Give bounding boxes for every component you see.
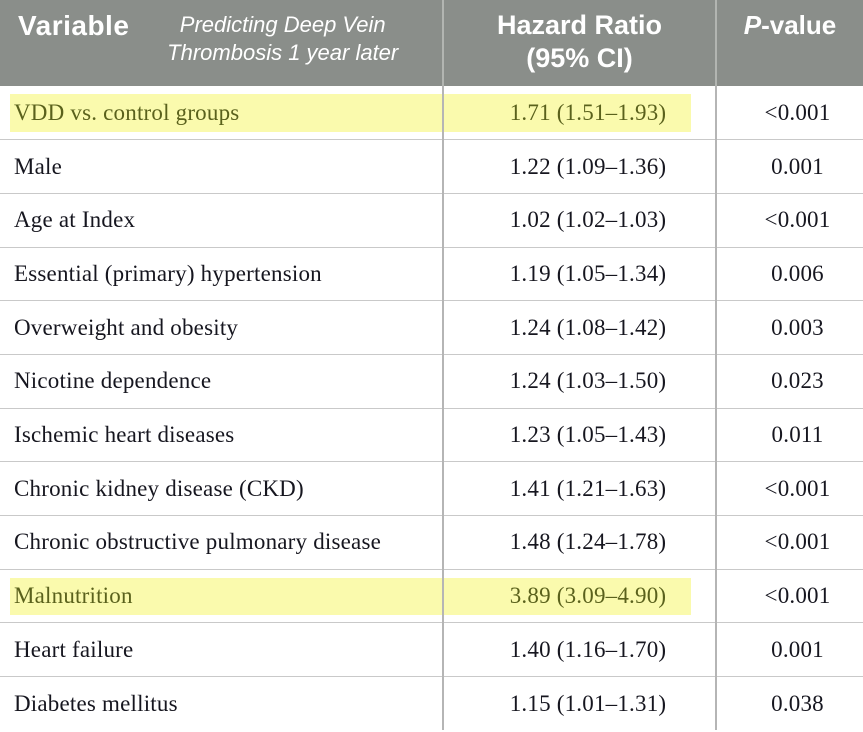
p-value-cell: 0.011: [716, 408, 863, 463]
table-row: Male 1.22 (1.09–1.36) 0.001: [0, 139, 863, 194]
hazard-ratio-cell: 1.23 (1.05–1.43): [443, 408, 717, 463]
variable-cell: Nicotine dependence: [0, 354, 444, 409]
hazard-ratio-cell: 1.19 (1.05–1.34): [443, 247, 717, 302]
p-value-cell: 0.001: [716, 139, 863, 194]
table-row: Malnutrition 3.89 (3.09–4.90) <0.001: [0, 569, 863, 624]
subtitle-line-1: Predicting Deep Vein: [179, 12, 386, 37]
p-value-cell: 0.023: [716, 354, 863, 409]
hazard-ratio-header-line-2: (95% CI): [526, 43, 633, 73]
p-value-cell: <0.001: [716, 86, 863, 141]
table-row: Chronic obstructive pulmonary disease 1.…: [0, 515, 863, 570]
variable-header-label: Variable: [18, 10, 130, 41]
hazard-ratio-cell: 1.71 (1.51–1.93): [443, 86, 717, 141]
p-value-header-italic-p: P: [743, 10, 762, 40]
p-value-cell: <0.001: [716, 193, 863, 248]
variable-cell: Chronic kidney disease (CKD): [0, 461, 444, 516]
p-value-cell: 0.038: [771, 690, 824, 716]
header-row: Variable Predicting Deep Vein Thrombosis…: [0, 0, 863, 86]
variable-cell: Essential (primary) hypertension: [0, 247, 444, 302]
variable-cell: Chronic obstructive pulmonary disease: [0, 515, 444, 570]
hazard-ratio-header-line-1: Hazard Ratio: [496, 10, 663, 40]
hazard-ratio-cell: 1.02 (1.02–1.03): [443, 193, 717, 248]
variable-cell: Overweight and obesity: [0, 300, 444, 355]
table-row: Ischemic heart diseases 1.23 (1.05–1.43)…: [0, 408, 863, 463]
table-subtitle: Predicting Deep Vein Thrombosis 1 year l…: [129, 11, 436, 67]
table-row: Age at Index 1.02 (1.02–1.03) <0.001: [0, 193, 863, 248]
variable-cell: Malnutrition: [0, 569, 444, 624]
hazard-ratio-column-header: Hazard Ratio (95% CI): [443, 0, 717, 86]
p-value-cell: 0.001: [716, 622, 863, 678]
hazard-ratio-cell: 3.89 (3.09–4.90): [443, 569, 717, 624]
p-value-cell: <0.001: [716, 461, 863, 516]
hazard-ratio-cell: 1.15 (1.01–1.31): [443, 676, 717, 731]
subtitle-line-2: Thrombosis 1 year later: [167, 40, 399, 65]
table-row: Essential (primary) hypertension 1.19 (1…: [0, 247, 863, 302]
table-row: Nicotine dependence 1.24 (1.03–1.50) 0.0…: [0, 354, 863, 409]
p-value-cell: 0.006: [716, 247, 863, 302]
hazard-ratio-cell: 1.24 (1.08–1.42): [443, 300, 717, 355]
table-row: VDD vs. control groups 1.71 (1.51–1.93) …: [0, 86, 863, 141]
variable-cell: Male: [0, 139, 444, 194]
variable-cell: Age at Index: [0, 193, 444, 248]
hazard-ratio-cell: 1.48 (1.24–1.78): [443, 515, 717, 570]
p-value-cell: <0.001: [716, 515, 863, 570]
table-row: Heart failure 1.40 (1.16–1.70) 0.001: [0, 622, 863, 678]
variable-cell: VDD vs. control groups: [0, 86, 444, 141]
table-row: Overweight and obesity 1.24 (1.08–1.42) …: [0, 300, 863, 355]
p-value-column-header: P-value: [716, 0, 863, 86]
p-value-cell: <0.001: [716, 569, 863, 624]
p-value-cell: 0.003: [716, 300, 863, 355]
table-row: Chronic kidney disease (CKD) 1.41 (1.21–…: [0, 461, 863, 516]
variable-cell: Heart failure: [0, 622, 444, 678]
variable-column-header: Variable Predicting Deep Vein Thrombosis…: [0, 0, 444, 86]
hazard-ratio-cell: 1.22 (1.09–1.36): [443, 139, 717, 194]
hazard-ratio-cell: 1.40 (1.16–1.70): [443, 622, 717, 678]
hazard-ratio-cell: 1.41 (1.21–1.63): [443, 461, 717, 516]
hazard-ratio-cell: 1.24 (1.03–1.50): [443, 354, 717, 409]
p-value-header-rest: -value: [761, 10, 837, 40]
variable-header-content: Variable Predicting Deep Vein Thrombosis…: [0, 0, 442, 67]
variable-cell: Diabetes mellitus: [0, 676, 444, 731]
variable-cell: Ischemic heart diseases: [0, 408, 444, 463]
table-row: Diabetes mellitus 1.15 (1.01–1.31) 0.038: [0, 676, 863, 731]
